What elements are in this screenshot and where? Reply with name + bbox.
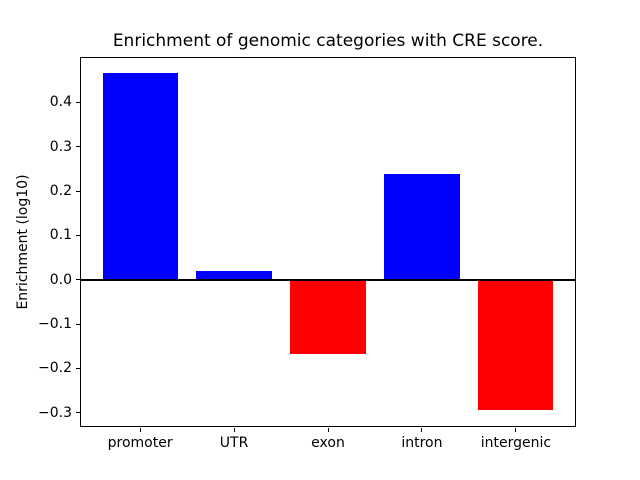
bar-exon	[290, 279, 366, 355]
y-tick-mark	[76, 190, 80, 192]
x-tick-mark	[327, 427, 329, 432]
y-tick-mark	[76, 101, 80, 103]
bar-promoter	[102, 73, 178, 280]
y-tick-label: −0.3	[38, 404, 72, 421]
y-tick-label: 0.1	[49, 227, 72, 244]
y-tick-mark	[76, 279, 80, 281]
y-tick-mark	[76, 367, 80, 369]
y-tick-label: −0.2	[38, 360, 72, 377]
y-tick-mark	[76, 234, 80, 236]
x-tick-label: intron	[401, 434, 443, 451]
y-tick-label: −0.1	[38, 316, 72, 333]
x-tick-label: UTR	[219, 434, 249, 451]
y-tick-mark	[76, 323, 80, 325]
bar-intron	[384, 174, 460, 280]
x-tick-mark	[421, 427, 423, 432]
x-tick-label: intergenic	[480, 434, 552, 451]
bar-intergenic	[478, 279, 554, 410]
x-tick-mark	[515, 427, 517, 432]
y-tick-mark	[76, 146, 80, 148]
x-tick-label: promoter	[107, 434, 173, 451]
y-tick-label: 0.2	[49, 183, 72, 200]
zero-line	[80, 278, 576, 281]
bar-UTR	[196, 270, 272, 280]
chart-title: Enrichment of genomic categories with CR…	[112, 31, 544, 51]
x-tick-mark	[233, 427, 235, 432]
x-tick-mark	[139, 427, 141, 432]
y-tick-label: 0.0	[49, 271, 72, 288]
y-tick-mark	[76, 412, 80, 414]
y-tick-label: 0.4	[49, 94, 72, 111]
y-tick-label: 0.3	[49, 138, 72, 155]
x-tick-label: exon	[311, 434, 345, 451]
